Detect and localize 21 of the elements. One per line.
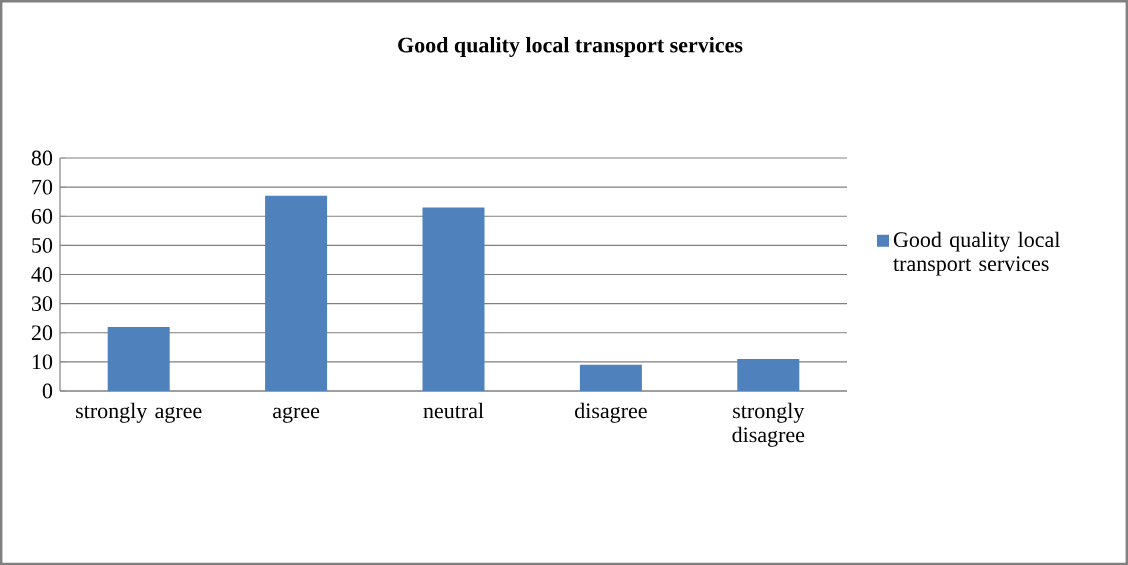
y-tick-label: 0 [42,383,53,399]
chart-title: Good quality local transport services [398,36,743,57]
bar [265,195,328,391]
bar [107,326,170,391]
y-tick-label: 50 [32,237,53,253]
x-tick-label: strongly disagree [732,402,805,447]
y-tick-label: 20 [31,325,53,341]
bar [422,207,485,391]
x-tick-label: disagree [575,402,647,423]
bar [737,358,800,391]
x-tick-label: agree [273,406,320,423]
bar [579,364,642,391]
x-tick-label: neutral [423,402,484,419]
y-tick-label: 70 [32,179,53,195]
y-tick-label: 10 [32,354,53,370]
y-tick-label: 40 [31,266,53,282]
y-tick-label: 30 [32,296,53,311]
y-tick-label: 80 [31,150,53,166]
y-tick-label: 60 [31,208,53,224]
x-tick-label: strongly agree [76,402,202,423]
legend-label: Good quality local transport services [893,231,1060,276]
